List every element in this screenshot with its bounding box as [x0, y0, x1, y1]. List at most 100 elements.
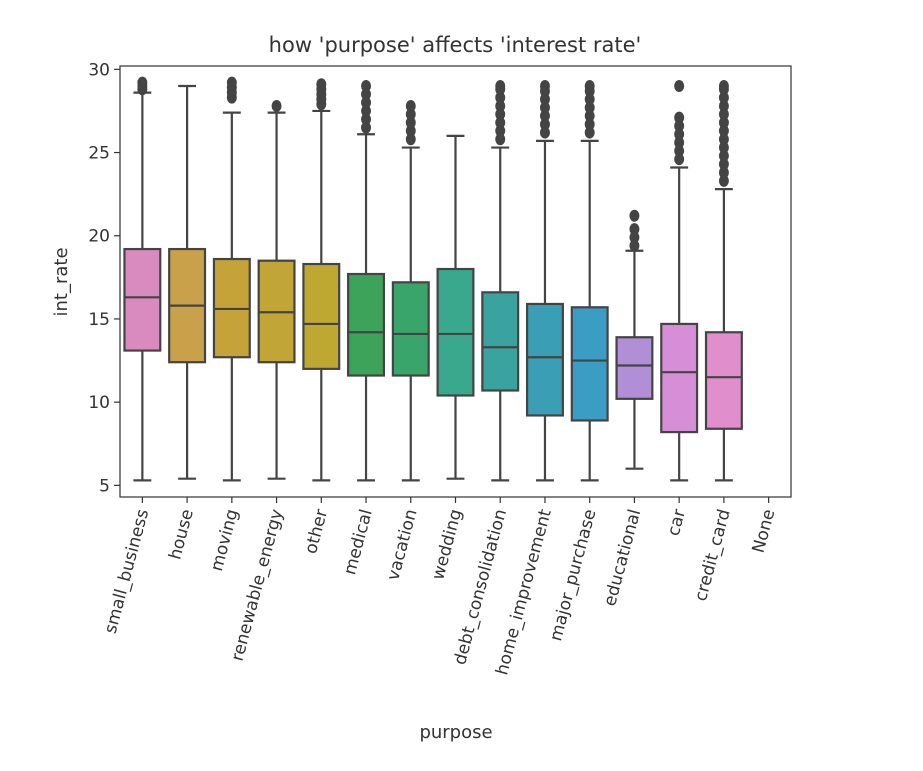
outlier-point [718, 166, 729, 179]
y-tick-label: 5 [99, 476, 110, 496]
box-debt_consolidation [481, 79, 520, 482]
outlier-point [584, 79, 595, 92]
x-tick-label: wedding [428, 507, 466, 582]
box-wedding [436, 134, 475, 480]
outlier-point [674, 79, 685, 92]
outlier-point [539, 109, 550, 122]
outlier-point [718, 141, 729, 154]
outlier-point [495, 79, 506, 92]
outlier-point [361, 88, 372, 101]
x-tick-label: other [301, 507, 332, 556]
outlier-point [629, 231, 640, 244]
outlier-point [405, 133, 416, 146]
box-renewable_energy [257, 99, 296, 480]
outlier-point [674, 144, 685, 157]
x-tick-label: medical [340, 507, 377, 577]
x-tick-label: educational [600, 507, 645, 608]
outlier-point [495, 91, 506, 104]
x-tick-label: house [165, 507, 198, 562]
x-tick-label: major_purchase [546, 507, 600, 643]
outlier-point [495, 116, 506, 129]
outlier-point [495, 108, 506, 121]
outlier-point [674, 136, 685, 149]
outlier-point [674, 111, 685, 124]
outlier-point [405, 116, 416, 129]
box-other [302, 78, 341, 482]
outlier-point [718, 79, 729, 92]
outlier-point [584, 93, 595, 106]
outlier-point [718, 174, 729, 187]
outlier-point [405, 124, 416, 137]
outlier-point [361, 104, 372, 117]
y-axis: 5 10 15 20 25 30 [88, 60, 120, 496]
outlier-point [361, 113, 372, 126]
iqr-box [615, 336, 654, 400]
outlier-point [137, 76, 148, 89]
outlier-point [405, 108, 416, 121]
iqr-box [704, 331, 743, 430]
outlier-point [629, 209, 640, 222]
y-tick-label: 20 [88, 227, 110, 247]
outlier-point [495, 99, 506, 112]
iqr-box [481, 291, 520, 392]
x-tick-label: car [664, 507, 690, 538]
outlier-point [226, 76, 237, 89]
outlier-point [539, 101, 550, 114]
iqr-box [347, 272, 386, 377]
x-axis: small_business house movingrenewable_energ… [101, 497, 780, 677]
outlier-point [718, 108, 729, 121]
outlier-point [718, 158, 729, 171]
outlier-point [316, 78, 327, 91]
outlier-point [405, 99, 416, 112]
outlier-point [629, 223, 640, 236]
x-tick-label: vacation [383, 507, 421, 583]
outlier-point [718, 124, 729, 137]
iqr-box [660, 322, 699, 434]
y-tick-label: 25 [88, 144, 110, 164]
outlier-point [361, 96, 372, 109]
chart-title: how 'purpose' affects 'interest rate' [269, 33, 642, 57]
outlier-point [495, 133, 506, 146]
box-medical [347, 79, 386, 482]
outlier-point [539, 118, 550, 131]
outlier-point [539, 79, 550, 92]
x-axis-label: purpose [419, 722, 492, 743]
box-major_purchase [570, 79, 609, 482]
outlier-point [718, 149, 729, 162]
box-credit_card [704, 79, 743, 482]
outlier-point [674, 153, 685, 166]
outlier-point [361, 121, 372, 134]
outlier-point [718, 91, 729, 104]
outlier-point [718, 116, 729, 129]
x-tick-label: moving [207, 507, 243, 573]
x-tick-label: None [749, 507, 780, 555]
y-tick-label: 10 [88, 393, 110, 413]
outlier-point [584, 118, 595, 131]
x-tick-label: credit_card [691, 507, 735, 603]
outlier-point [629, 239, 640, 252]
outlier-point [674, 128, 685, 141]
outlier-point [539, 126, 550, 139]
box-house [168, 84, 207, 480]
x-tick-label: small_business [101, 507, 153, 636]
box-educational [615, 209, 654, 470]
iqr-box [570, 306, 609, 422]
iqr-box [302, 262, 341, 370]
y-tick-label: 15 [88, 310, 110, 330]
outlier-point [495, 124, 506, 137]
iqr-box [391, 281, 430, 377]
outlier-point [361, 79, 372, 92]
outlier-point [271, 99, 282, 112]
box-car [660, 79, 699, 482]
outlier-point [584, 126, 595, 139]
y-tick-label: 30 [88, 60, 110, 80]
iqr-box [123, 247, 162, 352]
outlier-point [718, 133, 729, 146]
outlier-point [539, 93, 550, 106]
outlier-point [718, 99, 729, 112]
box-vacation [391, 99, 430, 482]
iqr-box [436, 267, 475, 397]
boxes-layer [123, 76, 743, 482]
